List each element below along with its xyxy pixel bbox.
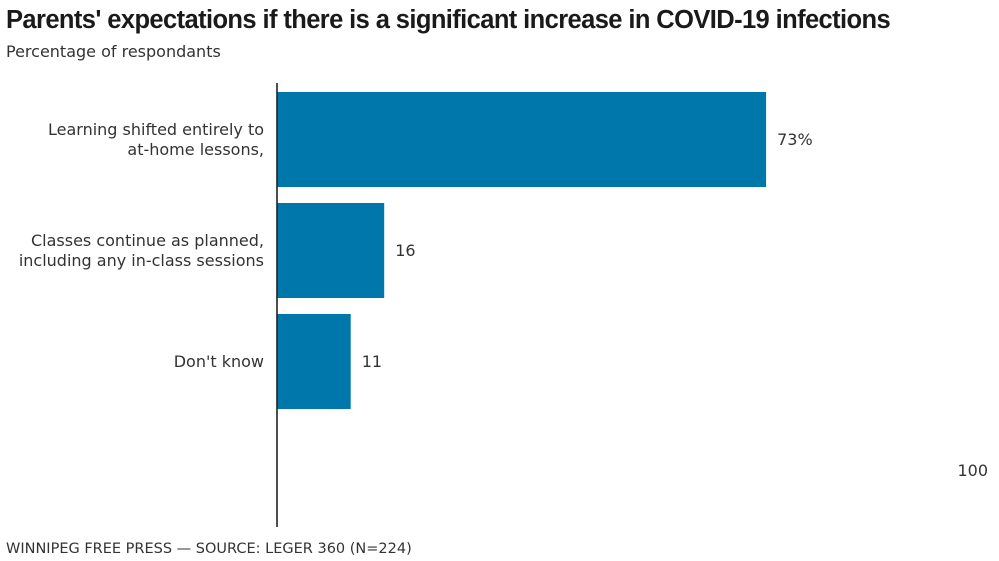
category-label-line: at-home lessons, xyxy=(127,140,264,159)
category-label-line: including any in-class sessions xyxy=(19,251,264,270)
x-axis-tick-label: 100 xyxy=(957,461,988,480)
category-label-line: Learning shifted entirely to xyxy=(48,120,264,139)
category-label: Classes continue as planned, including an… xyxy=(19,231,264,270)
bar-value-label: 16 xyxy=(395,241,415,260)
bar-value-label: 11 xyxy=(362,352,382,371)
bar xyxy=(277,92,767,187)
category-label-line: Don't know xyxy=(174,352,264,371)
source-credit: WINNIPEG FREE PRESS — SOURCE: LEGER 360 … xyxy=(6,541,412,557)
category-label: Learning shifted entirely to at-home less… xyxy=(48,120,264,159)
chart-title: Parents' expectations if there is a sign… xyxy=(6,6,891,34)
category-label: Don't know xyxy=(174,352,264,371)
category-labels-layer: Learning shifted entirely to at-home less… xyxy=(19,120,264,371)
category-label-line: Classes continue as planned, xyxy=(31,231,264,250)
bar xyxy=(277,203,385,298)
bar xyxy=(277,314,351,409)
bars-layer xyxy=(277,92,767,409)
value-labels-layer: 73% 16 11 xyxy=(362,130,813,371)
chart-subtitle: Percentage of respondants xyxy=(6,42,221,61)
bar-value-label: 73% xyxy=(777,130,813,149)
